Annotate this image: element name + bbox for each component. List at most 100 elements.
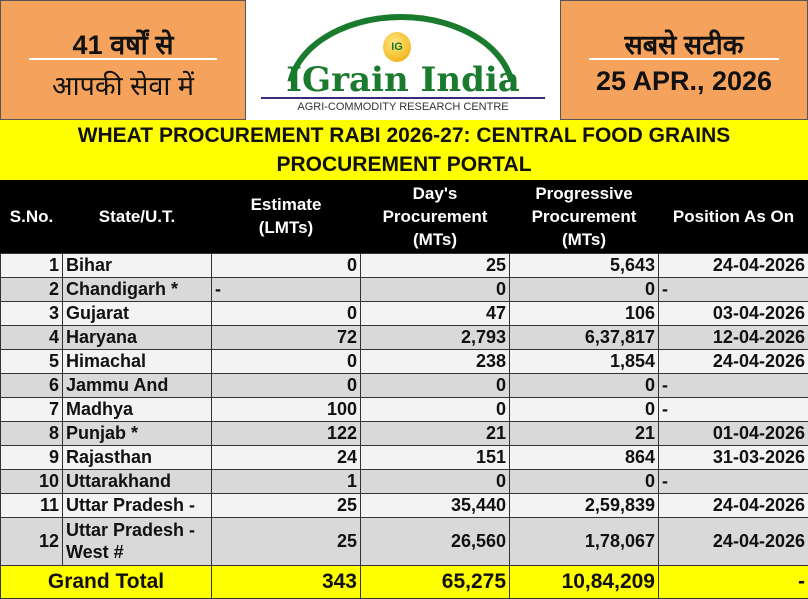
cell-position: 31-03-2026 [659, 445, 808, 469]
table-header: S.No. State/U.T. Estimate (LMTs) Day's P… [1, 180, 808, 253]
cell-day: 0 [361, 373, 510, 397]
cell-estimate: 25 [212, 493, 361, 517]
cell-sno: 2 [1, 277, 63, 301]
cell-state: Uttarakhand [63, 469, 212, 493]
cell-state: Rajasthan [63, 445, 212, 469]
years-text: 41 वर्षों से [1, 25, 245, 58]
igrain-logo: IG IGrain India AGRI-COMMODITY RESEARCH … [246, 0, 560, 120]
cell-state: Uttar Pradesh - [63, 493, 212, 517]
cell-position: 01-04-2026 [659, 421, 808, 445]
total-progressive: 10,84,209 [510, 565, 659, 598]
page-title: WHEAT PROCUREMENT RABI 2026-27: CENTRAL … [0, 120, 808, 180]
col-state: State/U.T. [63, 180, 212, 253]
cell-day: 2,793 [361, 325, 510, 349]
cell-estimate: 0 [212, 373, 361, 397]
cell-position: - [659, 277, 808, 301]
cell-sno: 11 [1, 493, 63, 517]
cell-day: 35,440 [361, 493, 510, 517]
report-date: 25 APR., 2026 [561, 66, 807, 97]
tagline-box-left: 41 वर्षों से आपकी सेवा में [0, 0, 246, 120]
cell-estimate: 24 [212, 445, 361, 469]
cell-progressive: 1,78,067 [510, 517, 659, 565]
cell-state: Jammu And [63, 373, 212, 397]
cell-progressive: 0 [510, 373, 659, 397]
cell-state: Chandigarh * [63, 277, 212, 301]
cell-sno: 4 [1, 325, 63, 349]
cell-progressive: 106 [510, 301, 659, 325]
cell-sno: 8 [1, 421, 63, 445]
col-estimate: Estimate (LMTs) [212, 180, 361, 253]
cell-position: - [659, 373, 808, 397]
cell-sno: 1 [1, 253, 63, 277]
brand-tagline: AGRI-COMMODITY RESEARCH CENTRE [246, 101, 560, 113]
cell-progressive: 1,854 [510, 349, 659, 373]
cell-estimate: 122 [212, 421, 361, 445]
cell-sno: 12 [1, 517, 63, 565]
cell-day: 0 [361, 277, 510, 301]
cell-progressive: 5,643 [510, 253, 659, 277]
total-day: 65,275 [361, 565, 510, 598]
cell-progressive: 0 [510, 397, 659, 421]
cell-position: - [659, 397, 808, 421]
cell-estimate: 0 [212, 301, 361, 325]
cell-estimate: 100 [212, 397, 361, 421]
cell-position: - [659, 469, 808, 493]
cell-progressive: 21 [510, 421, 659, 445]
cell-estimate: 0 [212, 349, 361, 373]
cell-estimate: 72 [212, 325, 361, 349]
cell-position: 24-04-2026 [659, 253, 808, 277]
cell-progressive: 2,59,839 [510, 493, 659, 517]
grand-total-row: Grand Total 343 65,275 10,84,209 - [1, 565, 808, 598]
cell-day: 47 [361, 301, 510, 325]
col-sno: S.No. [1, 180, 63, 253]
banner-header: 41 वर्षों से आपकी सेवा में IG IGrain Ind… [0, 0, 808, 120]
cell-day: 238 [361, 349, 510, 373]
cell-sno: 9 [1, 445, 63, 469]
cell-sno: 3 [1, 301, 63, 325]
cell-position: 24-04-2026 [659, 493, 808, 517]
grain-icon: IG [383, 32, 411, 62]
title-line-1: WHEAT PROCUREMENT RABI 2026-27: CENTRAL … [0, 121, 808, 150]
cell-day: 21 [361, 421, 510, 445]
cell-state: Bihar [63, 253, 212, 277]
cell-progressive: 0 [510, 277, 659, 301]
cell-sno: 7 [1, 397, 63, 421]
cell-day: 26,560 [361, 517, 510, 565]
divider [261, 97, 545, 99]
title-line-2: PROCUREMENT PORTAL [0, 150, 808, 179]
col-day: Day's Procurement (MTs) [361, 180, 510, 253]
cell-estimate: - [212, 277, 361, 301]
cell-state: Punjab * [63, 421, 212, 445]
cell-sno: 10 [1, 469, 63, 493]
accurate-text: सबसे सटीक [561, 25, 807, 58]
cell-day: 151 [361, 445, 510, 469]
cell-sno: 5 [1, 349, 63, 373]
cell-position: 24-04-2026 [659, 517, 808, 565]
col-position: Position As On [659, 180, 808, 253]
cell-state: Haryana [63, 325, 212, 349]
cell-sno: 6 [1, 373, 63, 397]
tagline-box-right: सबसे सटीक 25 APR., 2026 [560, 0, 808, 120]
cell-position: 24-04-2026 [659, 349, 808, 373]
cell-day: 0 [361, 397, 510, 421]
cell-day: 0 [361, 469, 510, 493]
cell-state: Gujarat [63, 301, 212, 325]
cell-position: 12-04-2026 [659, 325, 808, 349]
cell-estimate: 0 [212, 253, 361, 277]
procurement-table: S.No. State/U.T. Estimate (LMTs) Day's P… [0, 180, 808, 599]
cell-progressive: 6,37,817 [510, 325, 659, 349]
cell-estimate: 25 [212, 517, 361, 565]
total-label: Grand Total [1, 565, 212, 598]
